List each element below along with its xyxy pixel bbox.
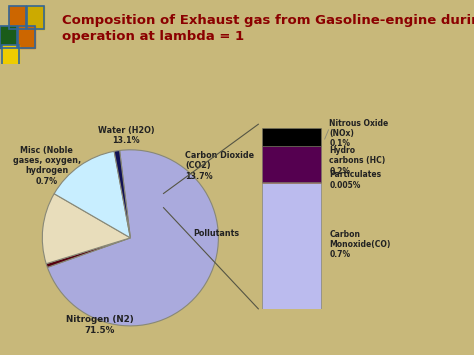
- Bar: [262, 182, 321, 183]
- Text: Hydro
carbons (HC)
0.2%: Hydro carbons (HC) 0.2%: [329, 146, 386, 176]
- Bar: [9, 6, 26, 29]
- Wedge shape: [47, 150, 219, 326]
- Text: Nitrogen (N2)
71.5%: Nitrogen (N2) 71.5%: [66, 315, 133, 335]
- Text: Misc (Noble
gases, oxygen,
hydrogen
0.7%: Misc (Noble gases, oxygen, hydrogen 0.7%: [13, 146, 81, 186]
- Text: Carbon
Monoxide(CO)
0.7%: Carbon Monoxide(CO) 0.7%: [329, 230, 391, 260]
- Wedge shape: [54, 151, 130, 238]
- Text: Nitrous Oxide
(NOx)
0.1%: Nitrous Oxide (NOx) 0.1%: [329, 119, 389, 148]
- Text: Pollutants: Pollutants: [194, 229, 240, 238]
- Text: Particulates
0.005%: Particulates 0.005%: [329, 170, 382, 190]
- Text: Water (H2O)
13.1%: Water (H2O) 13.1%: [98, 126, 154, 146]
- Wedge shape: [42, 194, 130, 264]
- Wedge shape: [46, 238, 130, 267]
- Bar: [9, 6, 26, 29]
- Text: Composition of Exhaust gas from Gasoline-engine during
operation at lambda = 1: Composition of Exhaust gas from Gasoline…: [62, 14, 474, 43]
- Text: Carbon Dioxide
(CO2)
13.7%: Carbon Dioxide (CO2) 13.7%: [185, 151, 254, 181]
- Bar: [2, 45, 19, 67]
- Bar: [18, 26, 35, 48]
- Bar: [0, 26, 17, 48]
- Bar: [0, 26, 17, 48]
- Bar: [2, 45, 19, 67]
- Wedge shape: [114, 151, 130, 238]
- Bar: [262, 146, 321, 182]
- Bar: [27, 6, 44, 29]
- Bar: [262, 183, 321, 309]
- Bar: [262, 128, 321, 146]
- Bar: [27, 6, 44, 29]
- Bar: [18, 26, 35, 48]
